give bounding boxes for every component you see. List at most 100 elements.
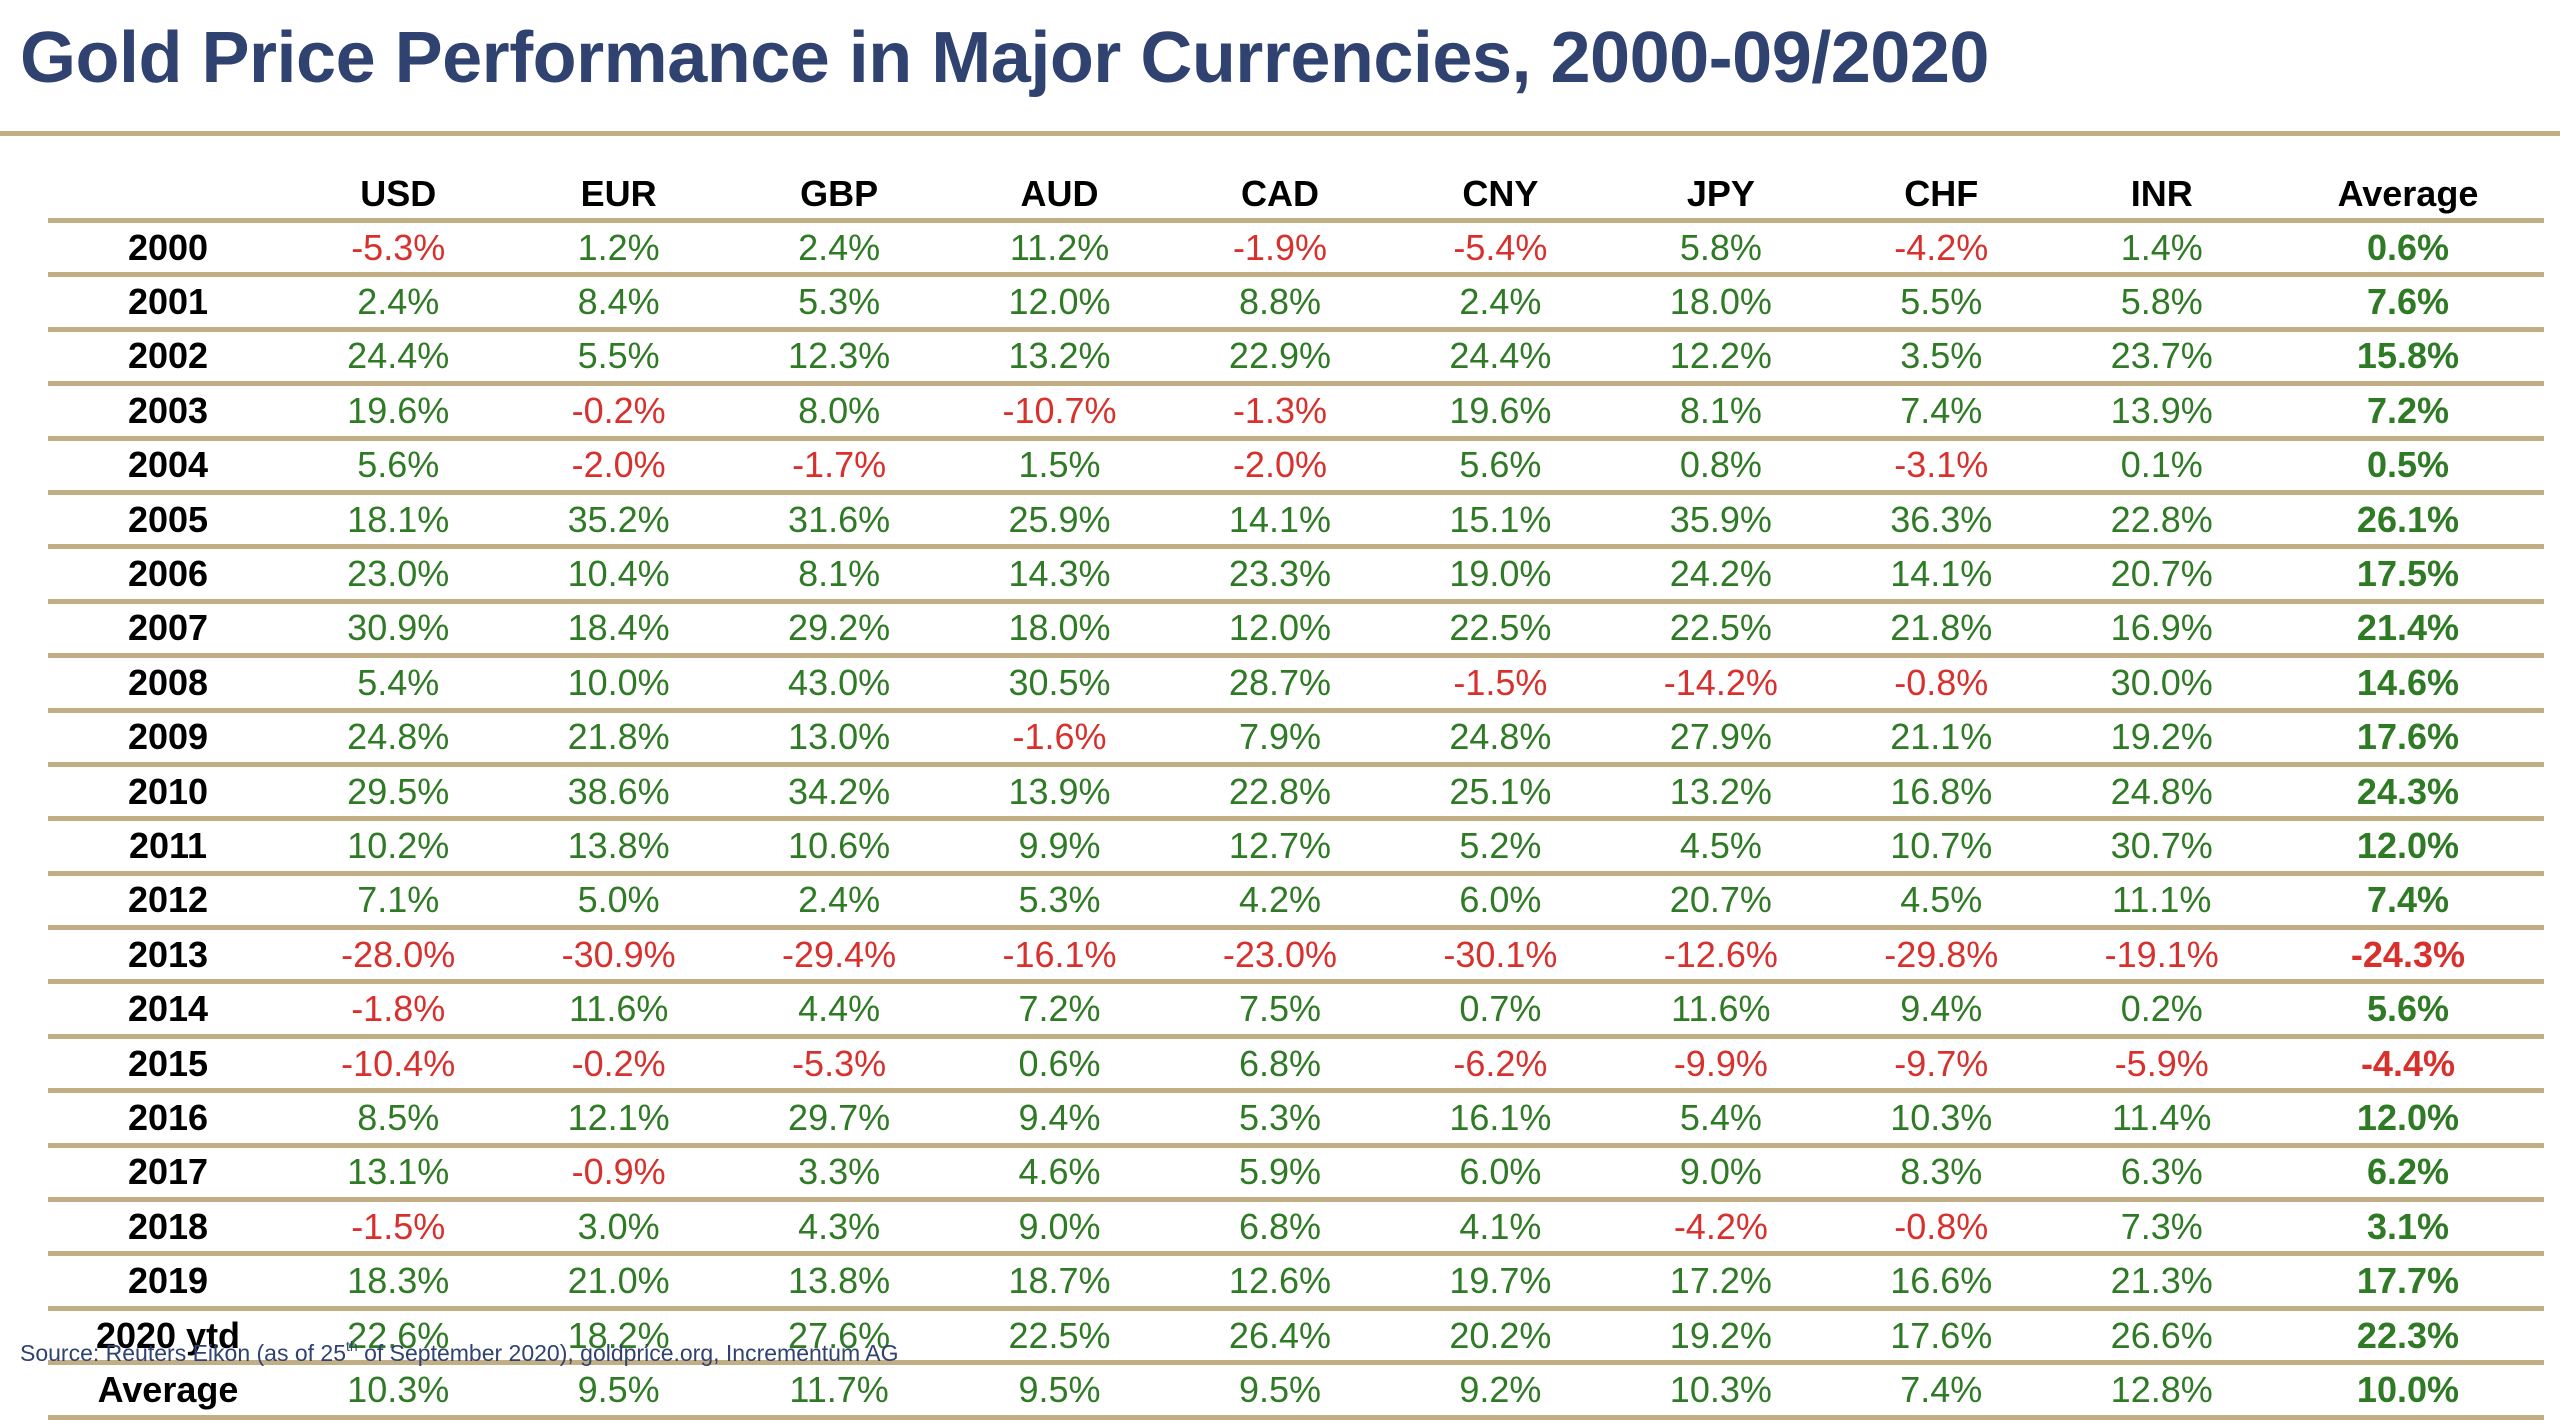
value-cell: 10.3%: [347, 1368, 450, 1410]
value-cell: 14.3%: [1008, 553, 1111, 595]
table-header: USD EUR GBP AUD CAD CNY JPY CHF INR Average: [48, 160, 2544, 221]
value-cell: 20.7%: [2110, 553, 2213, 595]
value-cell: 30.0%: [2110, 661, 2213, 703]
row-label: 2014: [127, 988, 209, 1030]
value-cell: 21.8%: [567, 716, 670, 758]
value-cell: 19.2%: [2110, 716, 2213, 758]
value-cell: 24.8%: [347, 716, 450, 758]
table-row: 2012 7.1% 5.0% 2.4% 5.3% 4.2% 6.0% 20.7% 4.5% 11.…: [48, 873, 2544, 927]
value-cell: 13.2%: [1008, 335, 1111, 377]
value-cell: 12.8%: [2110, 1368, 2213, 1410]
table-row: 2016 8.5% 12.1% 29.7% 9.4% 5.3% 16.1% 5.4% 10.3%…: [48, 1090, 2544, 1145]
value-cell: 16.6%: [1890, 1260, 1993, 1302]
value-cell: 22.6%: [347, 1314, 450, 1356]
value-cell: 9.5%: [1238, 1368, 1321, 1410]
value-cell: 3.1%: [2366, 1205, 2449, 1247]
value-cell: 1.4%: [2120, 226, 2203, 268]
value-cell: 23.3%: [1228, 553, 1331, 595]
value-cell: 22.5%: [1669, 607, 1772, 649]
column-header-average: Average: [2337, 173, 2479, 214]
row-label: 2000: [127, 226, 209, 268]
value-cell: 9.4%: [1900, 988, 1983, 1030]
value-cell: 16.9%: [2110, 607, 2213, 649]
value-cell: 22.5%: [1449, 607, 1552, 649]
value-cell: 21.0%: [567, 1260, 670, 1302]
value-cell: 18.4%: [567, 607, 670, 649]
value-cell: 13.8%: [567, 824, 670, 866]
source-suffix: of September 2020), goldprice.org, Incre…: [357, 1340, 899, 1366]
value-cell: 7.4%: [2366, 879, 2449, 921]
value-cell: 34.2%: [788, 770, 891, 812]
value-cell: 8.4%: [577, 281, 660, 323]
table-row: 2008 5.4% 10.0% 43.0% 30.5% 28.7% -1.5% -14.2% -…: [48, 655, 2544, 710]
value-cell: 18.3%: [347, 1260, 450, 1302]
value-cell: -0.2%: [571, 1042, 666, 1084]
value-cell: -1.8%: [351, 988, 446, 1030]
value-cell: 6.8%: [1238, 1205, 1321, 1247]
value-cell: 5.0%: [577, 879, 660, 921]
value-cell: 0.6%: [2366, 226, 2449, 268]
value-cell: 12.7%: [1228, 824, 1331, 866]
value-cell: -4.2%: [1894, 226, 1989, 268]
value-cell: 22.8%: [1228, 770, 1331, 812]
table-row: 2000 -5.3% 1.2% 2.4% 11.2% -1.9% -5.4% 5.8% -4.2…: [48, 220, 2544, 275]
column-header-inr: INR: [2130, 173, 2193, 214]
row-label: 2007: [127, 607, 209, 649]
value-cell: 20.7%: [1669, 879, 1772, 921]
value-cell: 0.6%: [1018, 1042, 1101, 1084]
value-cell: 11.2%: [1009, 226, 1110, 268]
table-row: 2017 13.1% -0.9% 3.3% 4.6% 5.9% 6.0% 9.0% 8.3% 6.…: [48, 1145, 2544, 1199]
value-cell: 27.9%: [1669, 716, 1772, 758]
column-header-chf: CHF: [1904, 173, 1979, 214]
value-cell: -19.1%: [2104, 933, 2219, 975]
value-cell: 11.1%: [2112, 879, 2212, 921]
table-row: 2005 18.1% 35.2% 31.6% 25.9% 14.1% 15.1% 35.9% 3…: [48, 492, 2544, 546]
value-cell: 11.4%: [2112, 1096, 2212, 1138]
value-cell: 12.3%: [788, 335, 891, 377]
row-label: 2002: [127, 335, 209, 377]
value-cell: 13.9%: [2110, 389, 2213, 431]
value-cell: -1.5%: [351, 1205, 446, 1247]
value-cell: 7.1%: [357, 879, 440, 921]
value-cell: 8.5%: [357, 1096, 440, 1138]
value-cell: 23.7%: [2110, 335, 2213, 377]
table-row: 2014 -1.8% 11.6% 4.4% 7.2% 7.5% 0.7% 11.6% 9.4% 0…: [48, 981, 2544, 1036]
value-cell: 21.8%: [1890, 607, 1993, 649]
value-cell: 18.0%: [1008, 607, 1111, 649]
performance-table: USD EUR GBP AUD CAD CNY JPY CHF INR Average 2000 -…: [48, 160, 2544, 1420]
value-cell: 36.3%: [1890, 498, 1993, 540]
value-cell: -29.8%: [1884, 933, 1999, 975]
table-row: Average 10.3% 9.5% 11.7% 9.5% 9.5% 9.2% 10.3% 7.…: [48, 1362, 2544, 1418]
value-cell: 7.5%: [1238, 988, 1321, 1030]
value-cell: 11.6%: [1671, 988, 1771, 1030]
value-cell: -0.9%: [571, 1151, 666, 1193]
value-cell: 4.2%: [1238, 879, 1321, 921]
value-cell: 29.2%: [788, 607, 891, 649]
value-cell: 5.5%: [1900, 281, 1983, 323]
value-cell: 5.3%: [798, 281, 881, 323]
value-cell: -0.8%: [1894, 1205, 1989, 1247]
value-cell: 6.0%: [1459, 1151, 1542, 1193]
title-divider: [0, 131, 2560, 136]
value-cell: 23.0%: [347, 553, 450, 595]
value-cell: 7.9%: [1238, 716, 1321, 758]
value-cell: -30.1%: [1443, 933, 1558, 975]
value-cell: 17.6%: [1890, 1314, 1993, 1356]
value-cell: -29.4%: [782, 933, 897, 975]
value-cell: 2.4%: [798, 226, 881, 268]
value-cell: -28.0%: [341, 933, 456, 975]
corner-cell: [48, 160, 288, 221]
table-row: 2007 30.9% 18.4% 29.2% 18.0% 12.0% 22.5% 22.5% 2…: [48, 601, 2544, 655]
value-cell: -3.1%: [1894, 444, 1989, 486]
row-label: Average: [97, 1368, 239, 1410]
value-cell: 7.6%: [2366, 281, 2449, 323]
value-cell: 30.7%: [2110, 824, 2213, 866]
value-cell: 12.0%: [2356, 1096, 2459, 1138]
value-cell: 2.4%: [357, 281, 440, 323]
value-cell: 0.8%: [1679, 444, 1762, 486]
value-cell: 11.6%: [568, 988, 669, 1030]
value-cell: 8.8%: [1238, 281, 1321, 323]
table-row: 2003 19.6% -0.2% 8.0% -10.7% -1.3% 19.6% 8.1% 7.…: [48, 383, 2544, 438]
source-prefix: Source: Reuters Eikon (as of 25: [20, 1340, 346, 1366]
value-cell: 12.6%: [1228, 1260, 1331, 1302]
